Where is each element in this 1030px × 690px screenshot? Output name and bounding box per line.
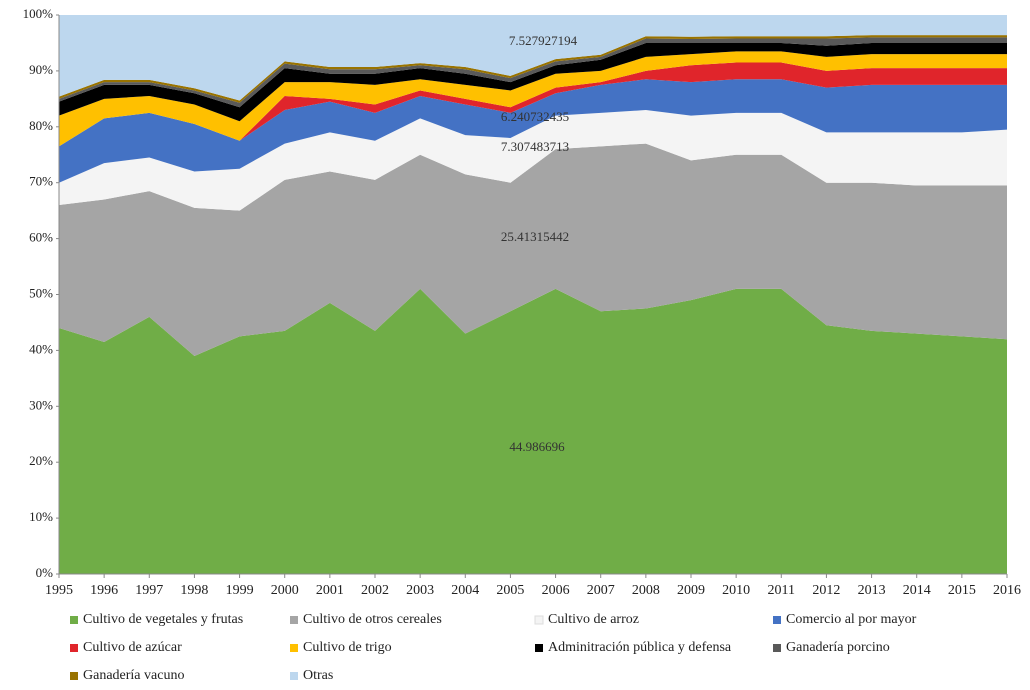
y-tick-label: 90%: [29, 62, 53, 77]
y-tick-label: 100%: [23, 6, 54, 21]
y-tick-label: 30%: [29, 397, 53, 412]
x-tick-label: 2015: [948, 583, 976, 598]
legend-swatch: [535, 644, 543, 652]
y-tick-label: 0%: [36, 565, 54, 580]
x-tick-label: 1999: [226, 583, 254, 598]
x-tick-label: 2000: [271, 583, 299, 598]
legend-label: Ganadería vacuno: [83, 668, 184, 683]
legend-swatch: [773, 644, 781, 652]
annotation: 44.986696: [509, 439, 565, 454]
legend-swatch: [70, 644, 78, 652]
x-tick-label: 1996: [90, 583, 118, 598]
x-tick-label: 2004: [451, 583, 479, 598]
area: [59, 143, 1007, 356]
legend-label: Cultivo de otros cereales: [303, 612, 442, 627]
x-tick-label: 1995: [45, 583, 73, 598]
x-tick-label: 2006: [542, 583, 570, 598]
x-tick-label: 2002: [361, 583, 389, 598]
x-tick-label: 2005: [496, 583, 524, 598]
x-tick-label: 2009: [677, 583, 705, 598]
legend-label: Ganadería porcino: [786, 640, 890, 655]
legend-label: Cultivo de arroz: [548, 612, 639, 627]
legend-label: Adminitración pública y defensa: [548, 640, 732, 655]
area: [59, 288, 1007, 574]
y-tick-label: 10%: [29, 509, 53, 524]
legend-swatch: [290, 616, 298, 624]
annotation: 7.527927194: [509, 33, 578, 48]
x-tick-label: 2014: [903, 583, 931, 598]
y-tick-label: 50%: [29, 285, 53, 300]
area: [59, 42, 1007, 122]
x-tick-label: 2013: [858, 583, 886, 598]
area: [59, 62, 1007, 147]
x-tick-label: 2010: [722, 583, 750, 598]
x-tick-label: 1998: [180, 583, 208, 598]
annotation: 6.240732435: [501, 109, 569, 124]
legend-label: Cultivo de vegetales y frutas: [83, 612, 243, 627]
area: [59, 110, 1007, 211]
x-tick-label: 2001: [316, 583, 344, 598]
legend-swatch: [290, 644, 298, 652]
x-tick-label: 1997: [135, 583, 163, 598]
x-tick-label: 2007: [587, 583, 615, 598]
area: [59, 79, 1007, 183]
x-tick-label: 2012: [812, 583, 840, 598]
legend-label: Cultivo de azúcar: [83, 640, 182, 655]
x-tick-label: 2003: [406, 583, 434, 598]
x-tick-label: 2016: [993, 583, 1021, 598]
legend-swatch: [534, 615, 544, 625]
y-tick-label: 20%: [29, 453, 53, 468]
area: [59, 15, 1007, 101]
area: [59, 51, 1007, 147]
legend-swatch: [773, 616, 781, 624]
annotation: 7.307483713: [501, 139, 569, 154]
y-tick-label: 60%: [29, 230, 53, 245]
legend-swatch: [70, 616, 78, 624]
area: [59, 37, 1007, 108]
legend-label: Otras: [303, 668, 333, 683]
area: [59, 35, 1007, 103]
y-tick-label: 70%: [29, 174, 53, 189]
legend-label: Cultivo de trigo: [303, 640, 392, 655]
x-tick-label: 2011: [768, 583, 795, 598]
legend-swatch: [290, 672, 298, 680]
annotation: 25.41315442: [501, 229, 569, 244]
legend-swatch: [70, 672, 78, 680]
y-tick-label: 40%: [29, 341, 53, 356]
legend-label: Comercio al por mayor: [786, 612, 917, 627]
y-tick-label: 80%: [29, 118, 53, 133]
x-tick-label: 2008: [632, 583, 660, 598]
